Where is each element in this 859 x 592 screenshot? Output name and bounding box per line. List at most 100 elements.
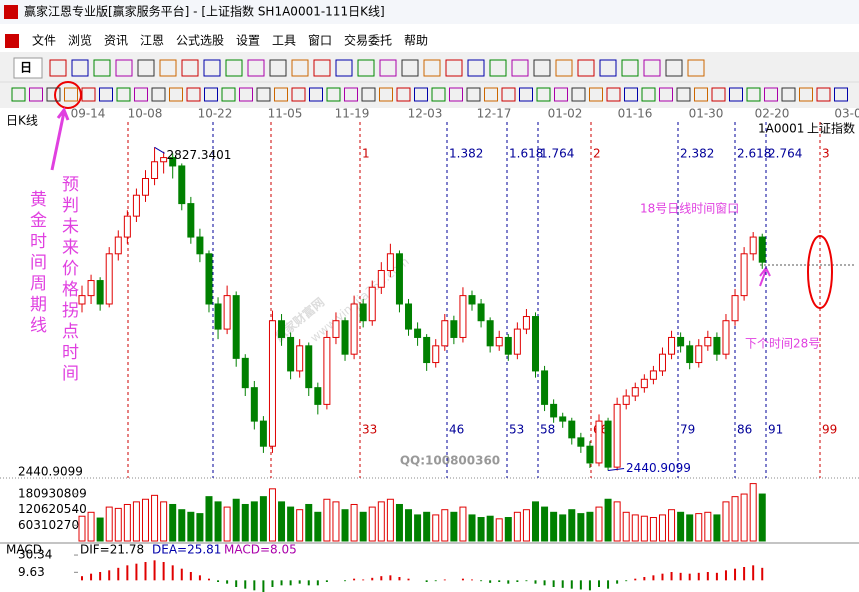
toolbar-button[interactable]: [781, 87, 796, 102]
toolbar-button[interactable]: [431, 87, 446, 102]
toolbar-button[interactable]: [203, 59, 221, 77]
menu-item[interactable]: 窗口: [308, 34, 332, 48]
toolbar-button[interactable]: [357, 59, 375, 77]
toolbar-button[interactable]: [204, 87, 218, 102]
toolbar-button[interactable]: [29, 87, 43, 102]
toolbar-button[interactable]: [401, 59, 419, 77]
toolbar-button[interactable]: [151, 87, 166, 102]
toolbar-button[interactable]: [313, 59, 331, 77]
toolbar-button[interactable]: [291, 59, 309, 77]
menu-item[interactable]: 工具: [272, 34, 296, 48]
toolbar-button[interactable]: [554, 87, 568, 102]
toolbar-button[interactable]: [379, 87, 393, 102]
menu-item[interactable]: 浏览: [68, 33, 92, 48]
toolbar-button[interactable]: [694, 87, 708, 102]
toolbar-button[interactable]: [81, 87, 96, 102]
toolbar-button[interactable]: [93, 59, 111, 77]
menu-item[interactable]: 帮助: [404, 34, 428, 48]
toolbar-button[interactable]: [361, 87, 376, 102]
toolbar-button[interactable]: [225, 59, 243, 77]
toolbar-button[interactable]: [169, 87, 183, 102]
toolbar-button[interactable]: [269, 59, 287, 77]
toolbar-button[interactable]: [589, 87, 603, 102]
annotation-vertical: 预判未来价格拐点时间: [58, 175, 78, 385]
volume-bar: [532, 501, 539, 542]
toolbar-button[interactable]: [423, 59, 441, 77]
menu-item[interactable]: 资讯: [104, 34, 128, 48]
toolbar-button[interactable]: [239, 87, 253, 102]
toolbar-button[interactable]: [379, 59, 397, 77]
cycle-ratio: 1: [362, 147, 370, 161]
candle-body: [241, 357, 249, 389]
menu-item[interactable]: 设置: [236, 34, 260, 48]
date-label: 02-20: [755, 107, 790, 121]
toolbar-button[interactable]: [536, 87, 551, 102]
toolbar-button[interactable]: [134, 87, 148, 102]
toolbar-button[interactable]: [414, 87, 428, 102]
toolbar-button[interactable]: [624, 87, 638, 102]
toolbar-button[interactable]: [115, 59, 133, 77]
toolbar-button[interactable]: [137, 59, 155, 77]
toolbar-button[interactable]: [571, 87, 586, 102]
toolbar-button[interactable]: [643, 59, 661, 77]
toolbar-button[interactable]: [621, 59, 639, 77]
toolbar-button[interactable]: [291, 87, 306, 102]
toolbar-button[interactable]: [344, 87, 358, 102]
volume-bar: [740, 493, 748, 542]
menu-item[interactable]: 交易委托: [344, 33, 392, 48]
toolbar-button[interactable]: [599, 59, 617, 77]
toolbar-button[interactable]: [256, 87, 271, 102]
toolbar-button[interactable]: [466, 87, 481, 102]
toolbar-button[interactable]: [449, 87, 463, 102]
toolbar-button[interactable]: [501, 87, 516, 102]
toolbar-button[interactable]: [11, 87, 26, 102]
menu-item[interactable]: 江恩: [140, 34, 164, 48]
menu-item[interactable]: 文件: [32, 33, 56, 48]
toolbar-button[interactable]: [816, 87, 831, 102]
toolbar-button[interactable]: [99, 87, 113, 102]
toolbar-button[interactable]: [711, 87, 726, 102]
candle-body: [223, 295, 231, 330]
toolbar-button[interactable]: [274, 87, 288, 102]
menu-item[interactable]: 公式选股: [176, 34, 224, 48]
toolbar-button[interactable]: [533, 59, 551, 77]
toolbar-button[interactable]: [764, 87, 778, 102]
volume-bar: [268, 488, 276, 542]
toolbar-button[interactable]: [181, 59, 199, 77]
toolbar-button[interactable]: [746, 87, 761, 102]
toolbar-button[interactable]: [834, 87, 848, 102]
toolbar-button[interactable]: [676, 87, 691, 102]
toolbar-button[interactable]: [467, 59, 485, 77]
toolbar-button[interactable]: [606, 87, 621, 102]
toolbar-button[interactable]: [186, 87, 201, 102]
toolbar-button[interactable]: [159, 59, 177, 77]
toolbar-button[interactable]: [221, 87, 236, 102]
toolbar-button[interactable]: [729, 87, 743, 102]
toolbar-button[interactable]: [326, 87, 341, 102]
toolbar-button[interactable]: [687, 59, 705, 77]
toolbar-button[interactable]: [309, 87, 323, 102]
macd-value: MACD=8.05: [224, 543, 297, 557]
toolbar-button[interactable]: [46, 87, 61, 102]
toolbar-button[interactable]: [335, 59, 353, 77]
toolbar-button[interactable]: [396, 87, 411, 102]
volume-bar: [169, 503, 177, 542]
toolbar-button[interactable]: [116, 87, 131, 102]
toolbar-button[interactable]: [641, 87, 656, 102]
toolbar-button[interactable]: [489, 59, 507, 77]
toolbar-button[interactable]: [71, 59, 89, 77]
toolbar-button[interactable]: [555, 59, 573, 77]
toolbar-button[interactable]: [247, 59, 265, 77]
toolbar-button[interactable]: [577, 59, 595, 77]
toolbar-button[interactable]: [64, 87, 78, 102]
toolbar-button[interactable]: [484, 87, 498, 102]
toolbar-button[interactable]: [665, 59, 683, 77]
toolbar-button[interactable]: [519, 87, 533, 102]
toolbar-button[interactable]: [799, 87, 813, 102]
volume-bar: [432, 514, 440, 542]
toolbar-button[interactable]: [659, 87, 673, 102]
toolbar-button[interactable]: [445, 59, 463, 77]
period-select[interactable]: [13, 57, 43, 79]
toolbar-button[interactable]: [511, 59, 529, 77]
toolbar-button[interactable]: [49, 59, 67, 77]
